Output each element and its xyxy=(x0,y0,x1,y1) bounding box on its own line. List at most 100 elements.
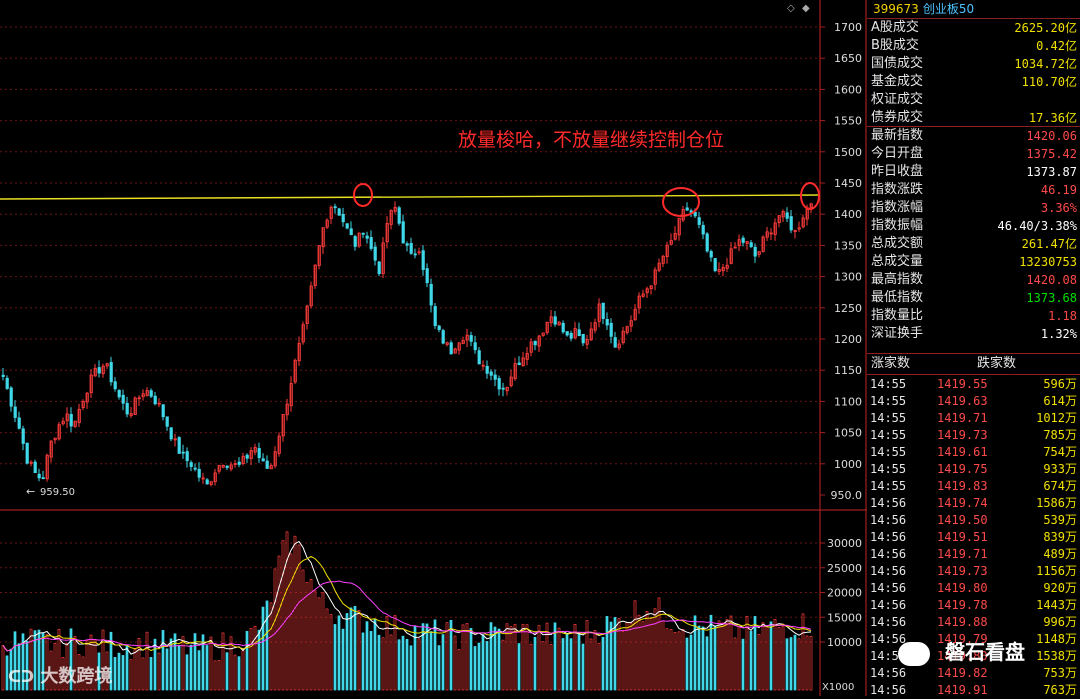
tick-price: 1419.73 xyxy=(937,564,988,578)
candle-body xyxy=(301,324,305,343)
tick-header-separator xyxy=(867,374,1080,375)
candle-body xyxy=(621,330,625,344)
tick-time: 14:55 xyxy=(870,445,907,459)
tick-row: 14:56 1419.80 1538万 xyxy=(867,648,1080,665)
tick-volume: 1148万 xyxy=(1036,632,1077,646)
volume-bar xyxy=(221,632,225,691)
candle-body xyxy=(125,402,129,415)
volume-bar xyxy=(121,655,125,691)
volume-bar xyxy=(717,620,721,691)
price-axis: 1700 1650 1600 1550 1500 1450 1400 1350 1300 1250… xyxy=(820,21,862,502)
tick-price: 1419.82 xyxy=(937,666,988,680)
candle-body xyxy=(533,340,537,346)
volume-bar xyxy=(177,644,181,691)
candle-body xyxy=(401,221,405,244)
candle-body xyxy=(417,251,421,254)
tick-volume: 489万 xyxy=(1043,547,1077,561)
volume-bar xyxy=(89,634,93,691)
candle-body xyxy=(165,416,169,427)
stat-label: 总成交额 xyxy=(871,236,924,251)
candle-body xyxy=(205,479,209,485)
volume-bar xyxy=(153,638,157,691)
tick-price: 1419.80 xyxy=(937,581,988,595)
tick-row: 14:55 1419.75 933万 xyxy=(867,461,1080,478)
stat-label: 总成交量 xyxy=(871,254,924,269)
volume-bar xyxy=(461,624,465,691)
tick-row: 14:55 1419.61 754万 xyxy=(867,444,1080,461)
candle-body xyxy=(285,403,289,416)
volume-bar xyxy=(505,623,509,691)
tick-price: 1419.71 xyxy=(937,411,988,425)
candle-body xyxy=(645,288,649,294)
volume-bar xyxy=(105,651,109,691)
volume-bar xyxy=(173,633,177,691)
volume-bar xyxy=(645,610,649,691)
candle-body xyxy=(281,414,285,437)
volume-unit-label: X1000 xyxy=(822,682,854,693)
candle-body xyxy=(293,359,297,383)
volume-bar xyxy=(741,638,745,691)
stat-value: 2625.20亿 xyxy=(1014,21,1077,35)
volume-bar xyxy=(385,616,389,691)
candle-body xyxy=(461,339,465,344)
volume-bar xyxy=(117,652,121,691)
stock-code: 399673 xyxy=(873,2,919,16)
volume-bar xyxy=(801,613,805,691)
candle-body xyxy=(149,390,153,397)
price-tick-label: 1600 xyxy=(834,83,862,96)
candle-body xyxy=(173,438,177,441)
highlight-circle-3 xyxy=(800,182,820,210)
candle-body xyxy=(713,258,717,272)
candle-body xyxy=(777,215,781,224)
candle-body xyxy=(501,387,505,390)
stat-row: 最高指数 1420.08 xyxy=(867,271,1080,289)
volume-bar xyxy=(229,636,233,691)
stat-value: 1420.08 xyxy=(1026,273,1077,287)
price-tick-label: 1350 xyxy=(834,239,862,252)
candle-body xyxy=(629,320,633,327)
candle-body xyxy=(709,251,713,258)
volume-bar xyxy=(637,614,641,691)
candle-body xyxy=(249,450,253,459)
candle-body xyxy=(433,306,437,326)
candle-body xyxy=(385,223,389,243)
kline-chart[interactable]: 1700 1650 1600 1550 1500 1450 1400 1350 1300 1250… xyxy=(0,0,867,696)
diamond-icon[interactable]: ◇ xyxy=(787,3,795,14)
tick-row: 14:56 1419.50 539万 xyxy=(867,512,1080,529)
stat-row: B股成交 0.42亿 xyxy=(867,37,1080,55)
candle-body xyxy=(797,227,801,230)
candle-body xyxy=(129,413,133,416)
volume-bar xyxy=(689,634,693,691)
watermark-logo-icon: ᑕᑐ xyxy=(8,667,35,686)
candle-body xyxy=(725,264,729,269)
tick-time: 14:56 xyxy=(870,547,907,561)
menu-icon[interactable]: ◆ xyxy=(802,3,810,14)
candle-body xyxy=(81,400,85,408)
volume-bar xyxy=(409,645,413,691)
volume-bar xyxy=(565,633,569,691)
price-tick-label: 1050 xyxy=(834,427,862,440)
volume-bar xyxy=(693,615,697,691)
candle-body xyxy=(769,232,773,235)
tick-price: 1419.61 xyxy=(937,445,988,459)
candle-body xyxy=(509,376,513,386)
candle-body xyxy=(121,394,125,404)
volume-bar xyxy=(309,579,313,691)
candle-body xyxy=(177,437,181,454)
candle-body xyxy=(449,342,453,355)
price-tick-label: 1450 xyxy=(834,177,862,190)
candle-body xyxy=(729,248,733,264)
volume-bar xyxy=(149,657,153,691)
price-tick-label: 1000 xyxy=(834,458,862,471)
candle-body xyxy=(321,227,325,248)
candle-body xyxy=(613,337,617,348)
candle-body xyxy=(589,328,593,341)
candle-body xyxy=(117,389,121,398)
volume-bar xyxy=(705,636,709,691)
candle-body xyxy=(297,342,301,362)
tick-volume: 996万 xyxy=(1043,615,1077,629)
stat-label: 国债成交 xyxy=(871,56,924,71)
tick-price: 1419.63 xyxy=(937,394,988,408)
tick-price: 1419.74 xyxy=(937,496,988,510)
tick-row: 14:56 1419.80 920万 xyxy=(867,580,1080,597)
